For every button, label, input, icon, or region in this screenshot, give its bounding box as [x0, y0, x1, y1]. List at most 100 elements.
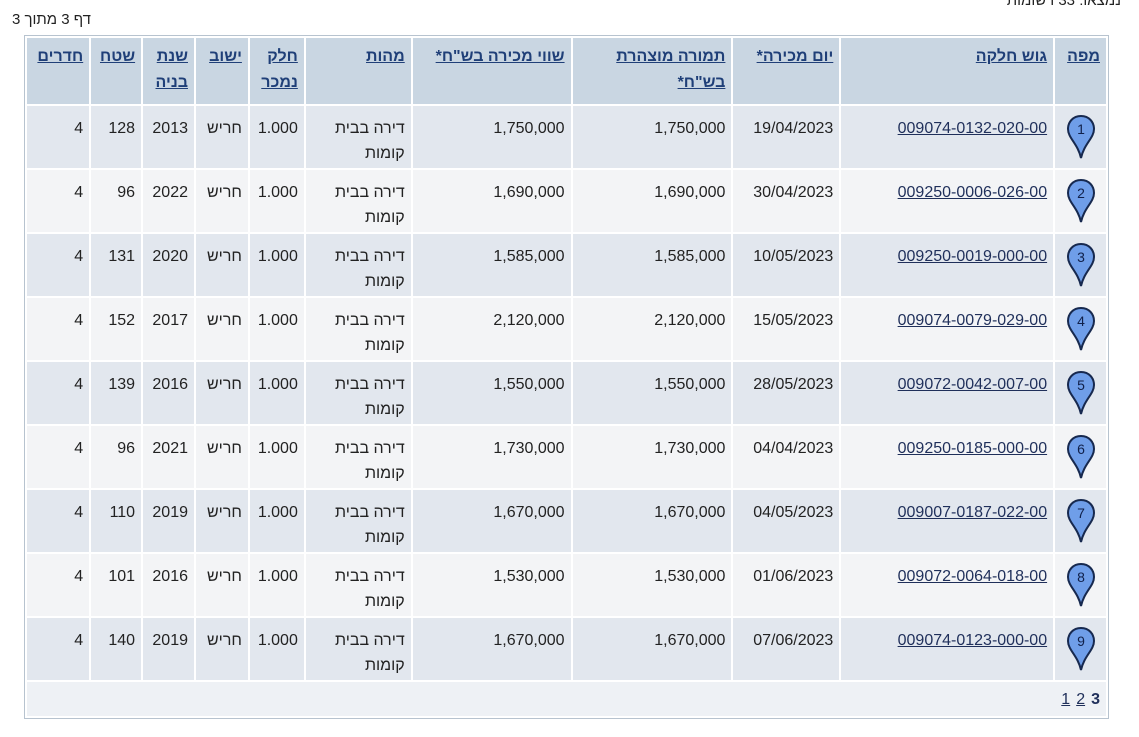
cell: 1,670,000 — [412, 618, 571, 680]
cell: דירה בבית קומות — [305, 298, 411, 360]
parcel-link[interactable]: 009074-0123-000-00 — [841, 618, 1054, 680]
column-header[interactable]: יום מכירה* — [733, 38, 840, 104]
page-link[interactable]: 2 — [1076, 690, 1086, 708]
cell: 1,585,000 — [572, 234, 732, 296]
cell: חריש — [195, 426, 248, 488]
cell: 1,670,000 — [412, 490, 571, 552]
table-row: 1 009074-0132-020-00 19/04/2023 1,750,000 1,… — [27, 106, 1106, 168]
cell: 2016 — [143, 554, 194, 616]
cell: 4 — [27, 618, 90, 680]
cell: 1.000 — [249, 426, 304, 488]
map-cell: 2 — [1055, 170, 1106, 232]
cell: 152 — [91, 298, 142, 360]
cell: 2,120,000 — [572, 298, 732, 360]
cell: דירה בבית קומות — [305, 106, 411, 168]
column-header[interactable]: שווי מכירה בש"ח* — [412, 38, 571, 104]
cell: 07/06/2023 — [733, 618, 840, 680]
parcel-link[interactable]: 009250-0006-026-00 — [841, 170, 1054, 232]
cell: 1,530,000 — [572, 554, 732, 616]
table-row: 3 009250-0019-000-00 10/05/2023 1,585,000 1,… — [27, 234, 1106, 296]
cell: 1,670,000 — [572, 618, 732, 680]
cell: 4 — [27, 234, 90, 296]
cell: 139 — [91, 362, 142, 424]
cell: 1,670,000 — [572, 490, 732, 552]
cell: 2017 — [143, 298, 194, 360]
parcel-link[interactable]: 009250-0019-000-00 — [841, 234, 1054, 296]
cell: 01/06/2023 — [733, 554, 840, 616]
map-pin[interactable]: 8 — [1066, 562, 1096, 608]
cell: 2021 — [143, 426, 194, 488]
parcel-link[interactable]: 009072-0042-007-00 — [841, 362, 1054, 424]
column-header[interactable]: מפה — [1055, 38, 1106, 104]
cell: 101 — [91, 554, 142, 616]
parcel-link[interactable]: 009072-0064-018-00 — [841, 554, 1054, 616]
column-header[interactable]: מהות — [305, 38, 411, 104]
page-info: דף 3 מתוך 3 — [12, 11, 91, 28]
pin-shape — [1066, 562, 1095, 607]
map-pin[interactable]: 6 — [1066, 434, 1096, 480]
cell: 1,690,000 — [412, 170, 571, 232]
pin-number: 4 — [1077, 313, 1085, 329]
parcel-link[interactable]: 009007-0187-022-00 — [841, 490, 1054, 552]
cell: 96 — [91, 426, 142, 488]
column-header[interactable]: גוש חלקה — [841, 38, 1054, 104]
cell: דירה בבית קומות — [305, 490, 411, 552]
map-cell: 9 — [1055, 618, 1106, 680]
map-pin[interactable]: 7 — [1066, 498, 1096, 544]
pin-shape — [1066, 306, 1095, 351]
cell: 1.000 — [249, 362, 304, 424]
map-pin[interactable]: 5 — [1066, 370, 1096, 416]
map-pin[interactable]: 2 — [1066, 178, 1096, 224]
map-pin[interactable]: 3 — [1066, 242, 1096, 288]
column-header[interactable]: שטח — [91, 38, 142, 104]
column-header[interactable]: תמורה מוצהרת בש"ח* — [572, 38, 732, 104]
pin-shape — [1066, 114, 1095, 159]
cell: 1,690,000 — [572, 170, 732, 232]
map-pin[interactable]: 1 — [1066, 114, 1096, 160]
cell: 2019 — [143, 618, 194, 680]
map-pin[interactable]: 4 — [1066, 306, 1096, 352]
cell: 4 — [27, 490, 90, 552]
cell: 1.000 — [249, 234, 304, 296]
pin-number: 7 — [1077, 505, 1085, 521]
pin-shape — [1066, 242, 1095, 287]
pin-number: 9 — [1077, 633, 1085, 649]
table-row: 9 009074-0123-000-00 07/06/2023 1,670,000 1,… — [27, 618, 1106, 680]
cell: 4 — [27, 298, 90, 360]
cell: 1.000 — [249, 618, 304, 680]
pin-shape — [1066, 434, 1095, 479]
pin-number: 6 — [1077, 441, 1085, 457]
cell: דירה בבית קומות — [305, 362, 411, 424]
map-cell: 4 — [1055, 298, 1106, 360]
column-header[interactable]: שנת בניה — [143, 38, 194, 104]
cell: 4 — [27, 554, 90, 616]
cell: חריש — [195, 234, 248, 296]
table-row: 2 009250-0006-026-00 30/04/2023 1,690,000 1,… — [27, 170, 1106, 232]
current-page: 3 — [1091, 690, 1100, 708]
column-header[interactable]: חלק נמכר — [249, 38, 304, 104]
parcel-link[interactable]: 009074-0079-029-00 — [841, 298, 1054, 360]
cell: 19/04/2023 — [733, 106, 840, 168]
map-pin[interactable]: 9 — [1066, 626, 1096, 672]
cell: 28/05/2023 — [733, 362, 840, 424]
table-body: 1 009074-0132-020-00 19/04/2023 1,750,000 1,… — [27, 106, 1106, 716]
cell: 1.000 — [249, 170, 304, 232]
page-link[interactable]: 1 — [1061, 690, 1071, 708]
pin-number: 2 — [1077, 185, 1085, 201]
cell: 4 — [27, 106, 90, 168]
cell: 4 — [27, 426, 90, 488]
map-cell: 1 — [1055, 106, 1106, 168]
column-header[interactable]: חדרים — [27, 38, 90, 104]
cell: דירה בבית קומות — [305, 554, 411, 616]
parcel-link[interactable]: 009250-0185-000-00 — [841, 426, 1054, 488]
parcel-link[interactable]: 009074-0132-020-00 — [841, 106, 1054, 168]
cell: 1,730,000 — [412, 426, 571, 488]
column-header[interactable]: ישוב — [195, 38, 248, 104]
cell: 1,730,000 — [572, 426, 732, 488]
cell: 2019 — [143, 490, 194, 552]
table-row: 4 009074-0079-029-00 15/05/2023 2,120,000 2,… — [27, 298, 1106, 360]
